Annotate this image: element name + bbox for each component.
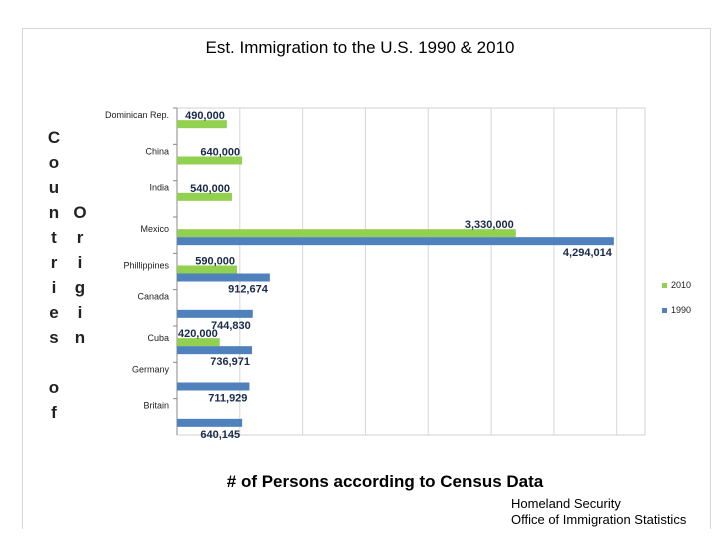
bar-2010-6 [177, 338, 220, 347]
data-label-2010-4: 590,000 [195, 256, 235, 268]
bar-2010-3 [177, 229, 516, 238]
category-label-4: Phillippines [123, 260, 169, 270]
data-label-1990-8: 640,145 [200, 429, 240, 441]
source-line-1: Homeland Security [511, 496, 621, 511]
data-label-2010-3: 3,330,000 [465, 219, 514, 231]
category-label-7: Germany [132, 364, 170, 374]
y-axis-label-secondary-letter-4: i [77, 303, 83, 322]
legend-swatch-2010 [662, 283, 667, 288]
y-axis-label-primary-letter-1: o [48, 153, 60, 172]
bar-1990-7 [177, 382, 250, 391]
chart-frame [22, 28, 711, 529]
data-label-2010-2: 540,000 [190, 183, 230, 195]
data-label-2010-1: 640,000 [200, 147, 240, 159]
category-label-3: Mexico [140, 224, 169, 234]
data-label-1990-4: 912,674 [228, 284, 269, 296]
chart-title: Est. Immigration to the U.S. 1990 & 2010 [205, 38, 515, 57]
data-label-1990-6: 736,971 [210, 356, 250, 368]
bar-1990-8 [177, 418, 243, 427]
source-note: Homeland Security Office of Immigration … [511, 496, 686, 528]
y-axis-label-primary-letter-8: s [49, 328, 59, 347]
y-axis-label-primary-letter-3: n [48, 203, 60, 222]
y-axis-label-secondary-letter-2: i [77, 253, 83, 272]
y-axis-label-primary-letter-6: i [51, 278, 57, 297]
category-label-1: China [145, 146, 169, 156]
bar-1990-5 [177, 309, 253, 318]
legend-label-2010: 2010 [671, 280, 691, 290]
bar-2010-2 [177, 192, 232, 201]
source-line-2: Office of Immigration Statistics [511, 512, 687, 527]
data-label-2010-0: 490,000 [185, 110, 225, 122]
data-label-2010-6: 420,000 [178, 328, 218, 340]
category-label-5: Canada [137, 292, 169, 302]
data-label-1990-7: 711,929 [208, 393, 247, 405]
category-label-6: Cuba [147, 333, 169, 343]
category-label-0: Dominican Rep. [105, 110, 169, 120]
y-axis-label-secondary-letter-5: n [74, 328, 86, 347]
y-axis-label-primary-letter-0: C [47, 128, 61, 147]
y-axis-label-primary-letter-2: u [48, 178, 60, 197]
bar-1990-3 [177, 237, 614, 246]
y-axis-label-secondary-letter-0: O [73, 203, 87, 222]
bar-2010-4 [177, 265, 238, 274]
bar-2010-0 [177, 120, 227, 129]
y-axis-label-primary-letter-10: o [48, 378, 60, 397]
data-label-1990-5: 744,830 [211, 320, 251, 332]
y-axis-label-primary-letter-4: t [51, 228, 57, 247]
legend-swatch-1990 [662, 308, 667, 313]
category-label-8: Britain [143, 401, 169, 411]
bar-1990-6 [177, 346, 252, 355]
y-axis-label-secondary-letter-3: g [74, 278, 86, 297]
category-label-2: India [149, 183, 169, 193]
legend-label-1990: 1990 [671, 305, 691, 315]
y-axis-label-primary-letter-7: e [49, 303, 59, 322]
bar-1990-4 [177, 273, 270, 282]
y-axis-label-primary-letter-5: r [50, 253, 58, 272]
bar-2010-1 [177, 156, 243, 165]
x-axis-label: # of Persons according to Census Data [226, 472, 544, 491]
y-axis-label-primary-letter-11: f [51, 403, 57, 422]
y-axis-label-secondary-letter-1: r [76, 228, 84, 247]
data-label-1990-3: 4,294,014 [563, 247, 613, 259]
